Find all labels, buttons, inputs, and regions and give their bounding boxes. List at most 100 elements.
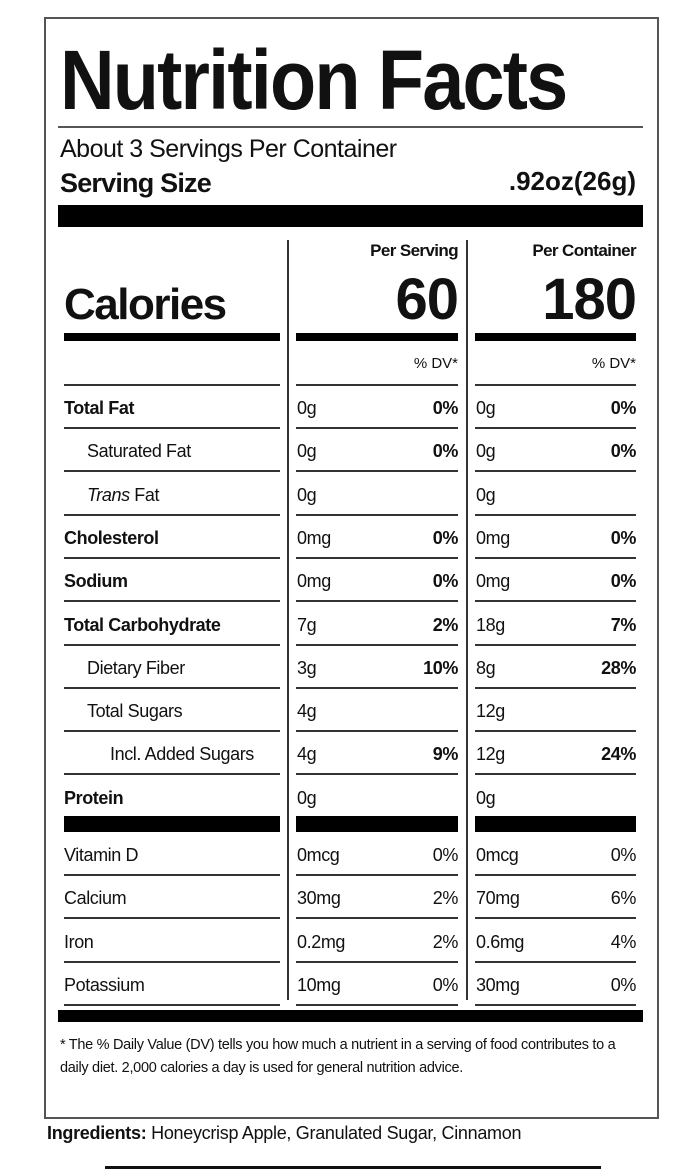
per-serving-dv: 9%: [432, 744, 459, 765]
nutrient-name: Dietary Fiber: [64, 646, 280, 689]
per-serving-dv: 0%: [432, 974, 459, 995]
nutrient-row: Sodium 0mg 0% 0mg 0%: [0, 559, 700, 603]
nutrient-label: Total Carbohydrate: [64, 614, 221, 635]
nutrient-name: Total Sugars: [64, 689, 280, 733]
vitamin-row: Vitamin D 0mcg 0% 0mcg 0%: [0, 833, 700, 876]
per-container-amount: 18g: [476, 614, 505, 635]
per-serving-cell: 4g 9%: [296, 732, 459, 776]
per-serving-amount: 10mg: [297, 974, 341, 995]
per-serving-cell: 10mg 0%: [296, 963, 458, 1006]
nutrient-label: Fat: [129, 484, 160, 505]
nutrient-label: Sodium: [64, 571, 128, 592]
nutrient-label: Cholesterol: [64, 527, 159, 548]
per-container-amount: 0mg: [476, 527, 510, 548]
per-container-cell: 0.6mg 4%: [475, 920, 636, 963]
per-container-amount: 70mg: [476, 888, 520, 909]
per-serving-dv: 10%: [423, 657, 458, 678]
per-serving-cell: 0mg 0%: [296, 559, 459, 603]
nutrient-label: Total Fat: [64, 398, 135, 418]
per-container-cell: 12g 24%: [475, 732, 636, 776]
ingredients-text: Honeycrisp Apple, Granulated Sugar, Cinn…: [146, 1123, 522, 1143]
nutrient-label: Calcium: [64, 888, 127, 909]
per-container-dv: 0%: [610, 527, 637, 548]
nutrient-label: Dietary Fiber: [87, 657, 185, 678]
dv-header: % DV*: [591, 355, 636, 372]
nutrient-row: Total Fat 0g 0% 0g 0%: [0, 386, 700, 429]
per-serving-dv: 2%: [432, 888, 459, 909]
per-container-dv: 0%: [610, 571, 637, 592]
nutrient-label: Incl. Added Sugars: [110, 744, 254, 765]
serving-size-value: .92oz(26g): [508, 166, 636, 196]
per-container-amount: 0.6mg: [476, 931, 525, 952]
nutrient-name: Calcium: [64, 876, 280, 920]
per-container-amount: 0g: [476, 484, 496, 505]
per-container-cell: 18g 7%: [475, 603, 636, 646]
per-serving-amount: 3g: [297, 657, 317, 678]
nutrient-name: Saturated Fat: [64, 429, 280, 473]
column-divider: [466, 240, 468, 1000]
nutrient-name: Protein: [64, 776, 280, 817]
vitamin-row: Calcium 30mg 2% 70mg 6%: [0, 876, 700, 920]
vitamin-divider: [64, 816, 280, 832]
nutrient-row: Trans Fat 0g 0g: [0, 473, 700, 516]
nutrient-name: Sodium: [64, 559, 280, 603]
calories-bar: [64, 333, 280, 341]
per-serving-dv: 0%: [432, 571, 459, 592]
per-container-amount: 30mg: [476, 974, 520, 995]
per-container-cell: 0mg 0%: [475, 559, 637, 603]
nutrient-row: Incl. Added Sugars 4g 9% 12g 24%: [0, 732, 700, 776]
nutrient-name: Potassium: [64, 963, 280, 1006]
per-serving-amount: 0.2mg: [297, 931, 346, 952]
servings-per-container: About 3 Servings Per Container: [60, 135, 397, 163]
row-line: [64, 384, 280, 386]
per-serving-amount: 0g: [297, 484, 317, 505]
per-serving-amount: 4g: [297, 744, 317, 765]
bottom-rule: [105, 1166, 601, 1169]
per-serving-dv: 0%: [432, 398, 459, 418]
nutrient-name: Incl. Added Sugars: [64, 732, 280, 776]
per-serving-amount: 0mcg: [297, 845, 340, 865]
per-serving-amount: 0g: [297, 787, 317, 808]
per-container-dv: 24%: [601, 744, 636, 765]
nutrient-name: Total Fat: [64, 386, 280, 429]
per-container-amount: 8g: [476, 657, 496, 678]
vitamin-row: Potassium 10mg 0% 30mg 0%: [0, 963, 700, 1006]
per-serving-dv: 0%: [432, 527, 459, 548]
per-container-dv: 28%: [601, 657, 636, 678]
per-container-cell: 70mg 6%: [475, 876, 637, 920]
nutrient-name: Cholesterol: [64, 516, 280, 559]
per-container-dv: 0%: [610, 974, 637, 995]
title-rule: [58, 126, 643, 128]
per-serving-cell: 0g: [296, 473, 458, 516]
per-serving-dv: 0%: [432, 441, 459, 462]
calories-per-serving: 60: [395, 267, 459, 332]
per-serving-dv: 0%: [432, 845, 459, 865]
nutrient-name: Total Carbohydrate: [64, 603, 280, 646]
per-serving-cell: 4g: [296, 689, 458, 733]
calories-bar: [296, 333, 458, 341]
per-serving-amount: 0mg: [297, 527, 331, 548]
vitamin-row: Iron 0.2mg 2% 0.6mg 4%: [0, 920, 700, 963]
per-container-dv: 7%: [610, 614, 637, 635]
calories-bar: [475, 333, 636, 341]
per-serving-header: Per Serving: [370, 241, 458, 260]
nutrient-row: Protein 0g 0g: [0, 776, 700, 819]
nutrient-row: Total Carbohydrate 7g 2% 18g 7%: [0, 603, 700, 646]
per-serving-amount: 30mg: [297, 888, 341, 909]
dv-footnote: * The % Daily Value (DV) tells you how m…: [60, 1037, 616, 1076]
per-container-dv: 0%: [610, 441, 637, 462]
per-serving-cell: 0mg 0%: [296, 516, 458, 559]
row-line: [296, 384, 458, 386]
thick-divider: [58, 205, 643, 227]
nutrient-row: Saturated Fat 0g 0% 0g 0%: [0, 429, 700, 473]
per-container-dv: 0%: [610, 845, 637, 865]
dv-header: % DV*: [413, 355, 458, 372]
nutrient-label: Potassium: [64, 974, 145, 995]
per-container-amount: 0g: [476, 441, 496, 462]
per-container-dv: 4%: [610, 931, 637, 952]
row-line: [475, 384, 636, 386]
per-container-dv: 0%: [610, 398, 637, 418]
per-container-dv: 6%: [610, 888, 637, 909]
per-serving-amount: 0mg: [297, 571, 331, 592]
per-container-cell: 0mcg 0%: [475, 833, 636, 876]
